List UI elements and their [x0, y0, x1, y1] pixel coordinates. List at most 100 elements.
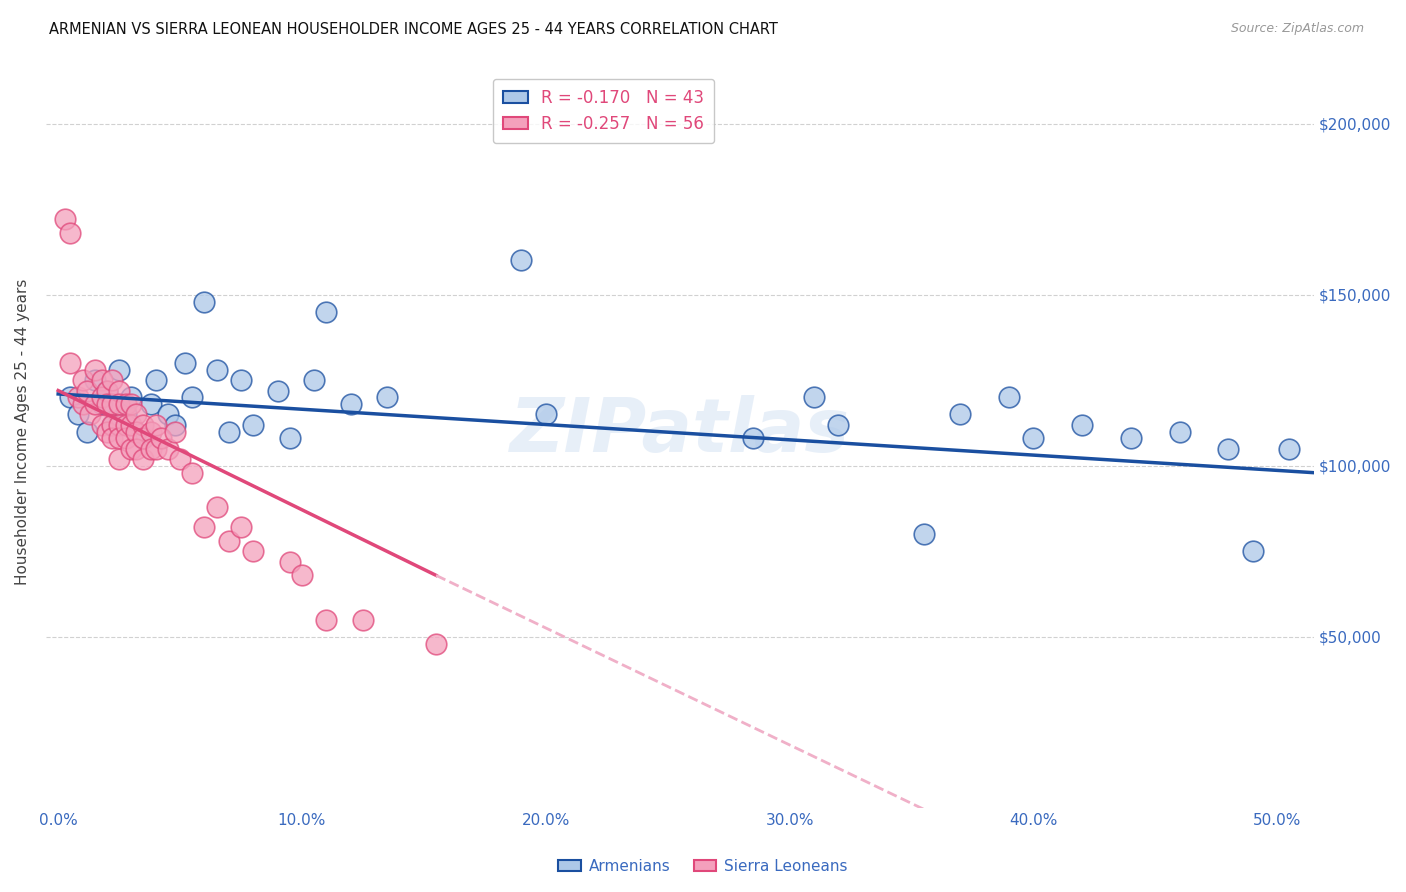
- Point: [79, 408, 101, 422]
- Point: [156, 442, 179, 456]
- Point: [174, 356, 197, 370]
- Point: [315, 305, 337, 319]
- Point: [91, 417, 114, 432]
- Point: [96, 384, 118, 398]
- Point: [96, 397, 118, 411]
- Point: [165, 417, 187, 432]
- Point: [132, 417, 155, 432]
- Point: [339, 397, 361, 411]
- Point: [156, 408, 179, 422]
- Point: [193, 520, 215, 534]
- Point: [83, 373, 105, 387]
- Point: [149, 432, 172, 446]
- Point: [115, 417, 138, 432]
- Point: [742, 432, 765, 446]
- Point: [91, 390, 114, 404]
- Point: [125, 442, 148, 456]
- Legend: R = -0.170   N = 43, R = -0.257   N = 56: R = -0.170 N = 43, R = -0.257 N = 56: [494, 78, 714, 143]
- Point: [266, 384, 288, 398]
- Point: [132, 432, 155, 446]
- Point: [125, 408, 148, 422]
- Point: [278, 432, 301, 446]
- Point: [108, 417, 131, 432]
- Y-axis label: Householder Income Ages 25 - 44 years: Householder Income Ages 25 - 44 years: [15, 278, 30, 585]
- Point: [55, 212, 77, 227]
- Point: [108, 384, 131, 398]
- Text: ARMENIAN VS SIERRA LEONEAN HOUSEHOLDER INCOME AGES 25 - 44 YEARS CORRELATION CHA: ARMENIAN VS SIERRA LEONEAN HOUSEHOLDER I…: [49, 22, 778, 37]
- Point: [315, 613, 337, 627]
- Text: Source: ZipAtlas.com: Source: ZipAtlas.com: [1230, 22, 1364, 36]
- Point: [120, 397, 142, 411]
- Point: [827, 417, 849, 432]
- Point: [205, 363, 228, 377]
- Point: [375, 390, 398, 404]
- Point: [120, 442, 142, 456]
- Point: [278, 555, 301, 569]
- Point: [72, 397, 94, 411]
- Point: [205, 500, 228, 514]
- Point: [72, 373, 94, 387]
- Point: [1241, 544, 1264, 558]
- Point: [96, 384, 118, 398]
- Point: [108, 363, 131, 377]
- Point: [1278, 442, 1301, 456]
- Point: [912, 527, 935, 541]
- Point: [91, 373, 114, 387]
- Point: [949, 408, 972, 422]
- Point: [125, 425, 148, 439]
- Point: [91, 397, 114, 411]
- Point: [76, 425, 98, 439]
- Point: [352, 613, 374, 627]
- Point: [59, 390, 82, 404]
- Point: [534, 408, 557, 422]
- Point: [115, 408, 138, 422]
- Legend: Armenians, Sierra Leoneans: Armenians, Sierra Leoneans: [553, 853, 853, 880]
- Point: [59, 356, 82, 370]
- Point: [115, 397, 138, 411]
- Point: [218, 534, 240, 549]
- Point: [181, 466, 204, 480]
- Point: [145, 417, 167, 432]
- Point: [242, 417, 264, 432]
- Point: [115, 432, 138, 446]
- Point: [120, 417, 142, 432]
- Point: [242, 544, 264, 558]
- Point: [291, 568, 314, 582]
- Point: [1218, 442, 1240, 456]
- Point: [120, 390, 142, 404]
- Point: [139, 397, 162, 411]
- Point: [66, 390, 89, 404]
- Point: [193, 294, 215, 309]
- Point: [108, 432, 131, 446]
- Point: [139, 442, 162, 456]
- Point: [218, 425, 240, 439]
- Point: [108, 452, 131, 467]
- Point: [139, 425, 162, 439]
- Point: [101, 417, 124, 432]
- Point: [510, 253, 533, 268]
- Point: [59, 226, 82, 240]
- Point: [998, 390, 1021, 404]
- Point: [181, 390, 204, 404]
- Point: [1022, 432, 1045, 446]
- Point: [101, 432, 124, 446]
- Point: [145, 373, 167, 387]
- Point: [101, 373, 124, 387]
- Point: [96, 425, 118, 439]
- Point: [169, 452, 191, 467]
- Point: [132, 452, 155, 467]
- Point: [1119, 432, 1142, 446]
- Point: [302, 373, 325, 387]
- Point: [83, 397, 105, 411]
- Point: [803, 390, 825, 404]
- Point: [1071, 417, 1094, 432]
- Point: [66, 408, 89, 422]
- Point: [101, 417, 124, 432]
- Point: [108, 397, 131, 411]
- Text: ZIPatlas: ZIPatlas: [510, 395, 849, 468]
- Point: [83, 363, 105, 377]
- Point: [101, 397, 124, 411]
- Point: [76, 384, 98, 398]
- Point: [425, 637, 447, 651]
- Point: [165, 425, 187, 439]
